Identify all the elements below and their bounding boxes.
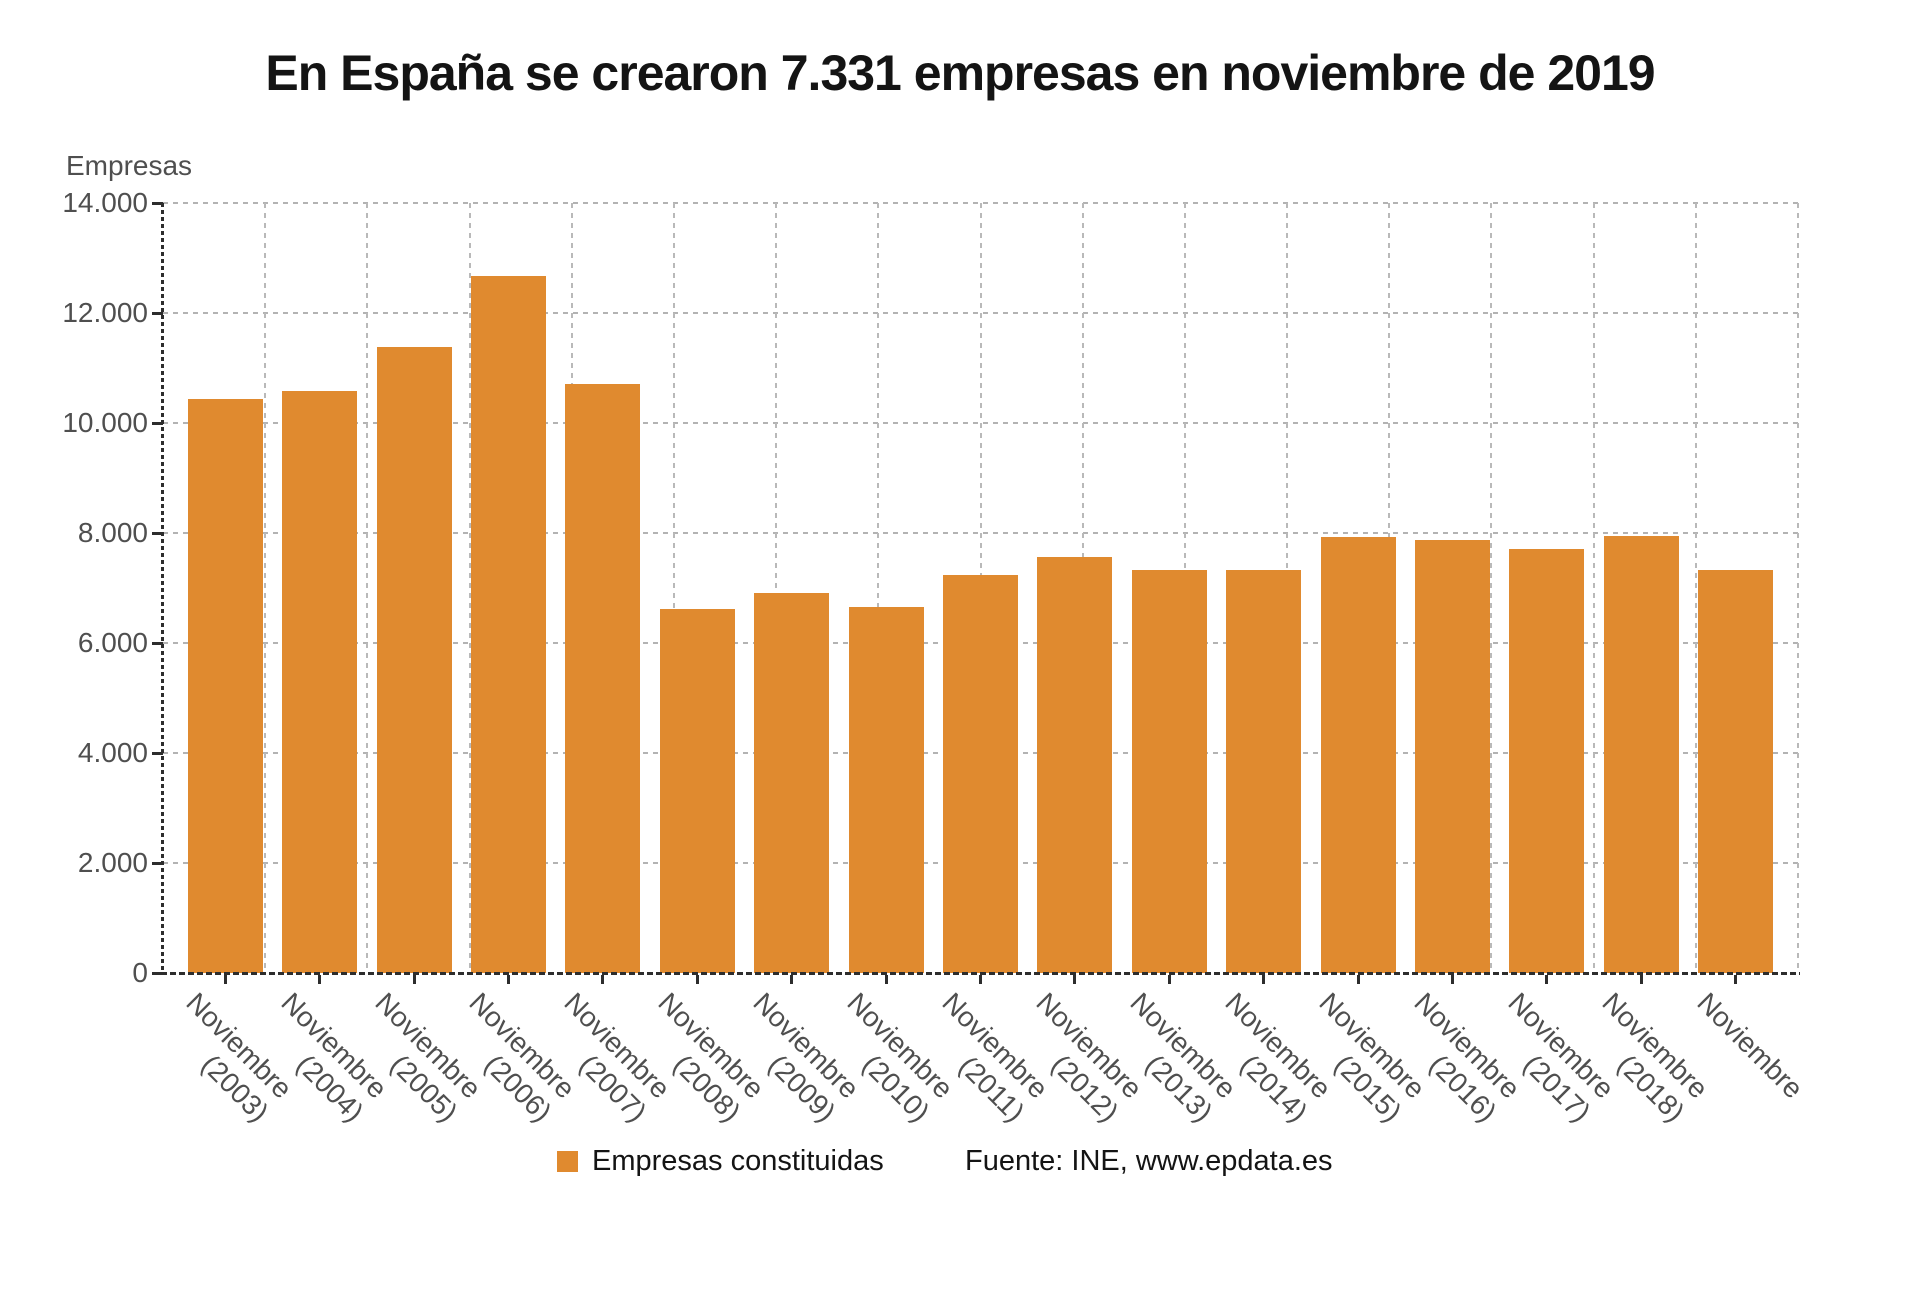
x-tick-mark [506,975,510,984]
bar[interactable] [187,399,263,973]
v-gridline [775,203,778,973]
x-axis-line [161,972,1800,975]
v-gridline [264,203,267,973]
y-tick-mark [152,862,163,865]
y-tick-mark [152,202,163,205]
bar[interactable] [1320,537,1396,973]
y-tick-mark [152,752,163,755]
v-gridline [877,203,880,973]
bar[interactable] [943,575,1018,973]
x-tick-mark [1734,975,1738,984]
y-axis-line [161,203,164,975]
bar[interactable] [470,276,546,973]
bar[interactable] [1509,549,1585,973]
v-gridline [468,203,471,973]
y-tick-label: 10.000 [62,407,148,438]
v-gridline [1797,203,1799,973]
x-tick-mark [1451,975,1455,984]
x-tick-mark [1167,975,1171,984]
legend-swatch [557,1150,578,1172]
x-tick-mark [1262,975,1266,984]
x-tick-mark [1073,975,1077,984]
bar[interactable] [1037,557,1113,973]
legend-item-empresas-constituidas[interactable]: Empresas constituidas [557,1144,884,1178]
y-tick-label: 8.000 [77,517,148,548]
bar[interactable] [1226,570,1302,973]
x-tick-mark [318,975,322,984]
y-tick-label: 14.000 [62,187,148,218]
bar[interactable] [848,607,924,973]
bar[interactable] [1698,570,1774,973]
x-tick-mark [979,975,982,984]
bar[interactable] [376,347,452,973]
y-tick-label: 4.000 [77,737,148,768]
bar[interactable] [1415,540,1491,973]
y-tick-label: 2.000 [77,847,148,878]
x-tick-mark [695,975,699,984]
x-tick-mark [1639,975,1643,984]
chart-title: En España se crearon 7.331 empresas en n… [265,45,1655,101]
v-gridline [1592,203,1595,973]
x-tick-mark [1545,975,1549,984]
bar[interactable] [1131,570,1207,973]
x-tick-mark [884,975,888,984]
v-gridline [1490,203,1493,973]
bar[interactable] [1603,536,1679,973]
y-tick-mark [152,972,163,975]
bar[interactable] [565,384,641,973]
v-gridline [366,203,369,973]
x-tick-mark [1356,975,1360,984]
x-tick-mark [601,975,605,984]
bar[interactable] [754,593,830,973]
y-axis-title: Empresas [66,150,193,181]
plot-area [163,202,1799,973]
bar[interactable] [659,609,735,973]
y-tick-label: 12.000 [62,297,148,328]
v-gridline [672,203,675,973]
y-tick-mark [152,312,163,315]
x-tick-mark [223,975,227,984]
v-gridline [1694,203,1697,973]
y-tick-mark [152,532,163,535]
source-label: Fuente: INE, www.epdata.es [965,1144,1333,1177]
y-tick-mark [152,422,163,425]
y-tick-mark [152,642,163,645]
y-tick-label: 0 [132,957,148,988]
x-tick-mark [790,975,794,984]
x-tick-mark [412,975,416,984]
y-tick-label: 6.000 [77,627,148,658]
bar[interactable] [282,391,358,973]
legend-series-label: Empresas constituidas [592,1144,884,1177]
